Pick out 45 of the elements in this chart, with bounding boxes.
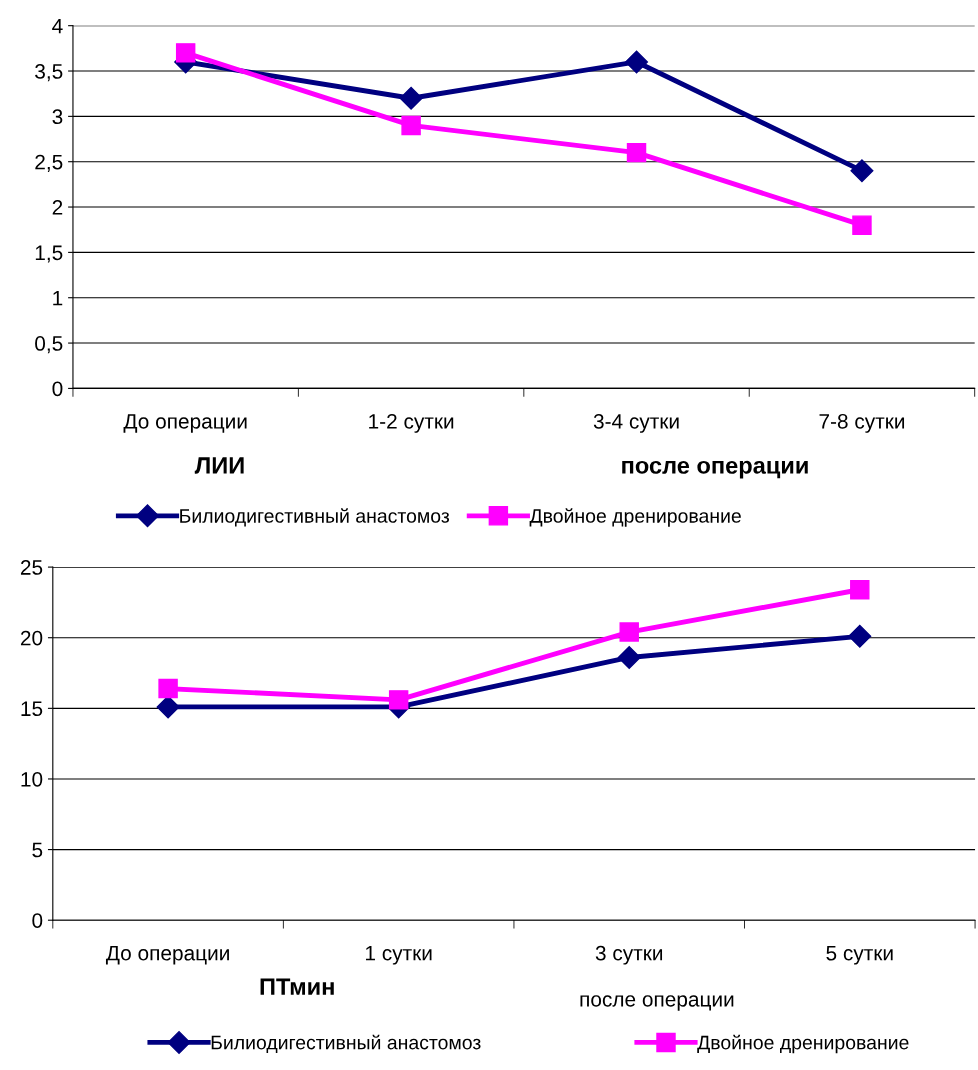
- point: [156, 695, 180, 719]
- y-tick-label: 2: [52, 200, 63, 215]
- point: [626, 142, 647, 163]
- y-tick-label: 3,5: [35, 64, 63, 82]
- point: [175, 43, 196, 63]
- point: [388, 690, 409, 710]
- text: после операции: [580, 995, 734, 1011]
- x-tick-label: 7-8 сутки: [819, 413, 905, 433]
- y-tick-label: 4: [52, 18, 63, 34]
- y-tick-label: 3: [52, 109, 63, 125]
- legend-label: Билиодигестивный анастомоз: [211, 1034, 481, 1054]
- x-tick-label: 3-4 сутки: [593, 413, 679, 433]
- point: [625, 50, 649, 74]
- legend-label: Билиодигестивный анастомоз: [180, 508, 450, 527]
- point: [848, 624, 872, 648]
- point: [619, 622, 639, 642]
- text: ЛИИ: [194, 457, 244, 474]
- point: [850, 579, 870, 600]
- point: [617, 645, 641, 669]
- y-tick-label: 20: [20, 630, 43, 646]
- x-tick-label: До операции: [105, 945, 229, 965]
- text: после операции: [622, 460, 808, 479]
- y-tick-label: 0,5: [35, 336, 63, 354]
- x-tick-label: До операции: [123, 414, 247, 433]
- point: [852, 215, 872, 235]
- y-tick-label: 1,5: [35, 245, 63, 263]
- point: [850, 159, 874, 183]
- x-tick-label: 3 сутки: [595, 945, 663, 965]
- y-tick-label: 10: [21, 771, 43, 787]
- y-tick-label: 1: [53, 290, 63, 306]
- y-tick-label: 15: [21, 701, 43, 717]
- y-tick-label: 5: [32, 842, 43, 858]
- x-tick-label: 1 сутки: [366, 945, 432, 965]
- legend-label: Двойное дренирование: [697, 1034, 909, 1054]
- point: [401, 115, 421, 136]
- text: ПТмин: [260, 978, 334, 995]
- y-tick-label: 0: [52, 381, 63, 397]
- point: [399, 86, 423, 110]
- point: [158, 678, 178, 699]
- y-tick-label: 2,5: [35, 154, 63, 172]
- y-tick-label: 0: [32, 913, 43, 928]
- y-tick-label: 25: [20, 560, 43, 575]
- x-tick-label: 1-2 сутки: [369, 413, 454, 433]
- legend-label: Двойное дренирование: [529, 508, 741, 527]
- x-tick-label: 5 сутки: [826, 945, 893, 965]
